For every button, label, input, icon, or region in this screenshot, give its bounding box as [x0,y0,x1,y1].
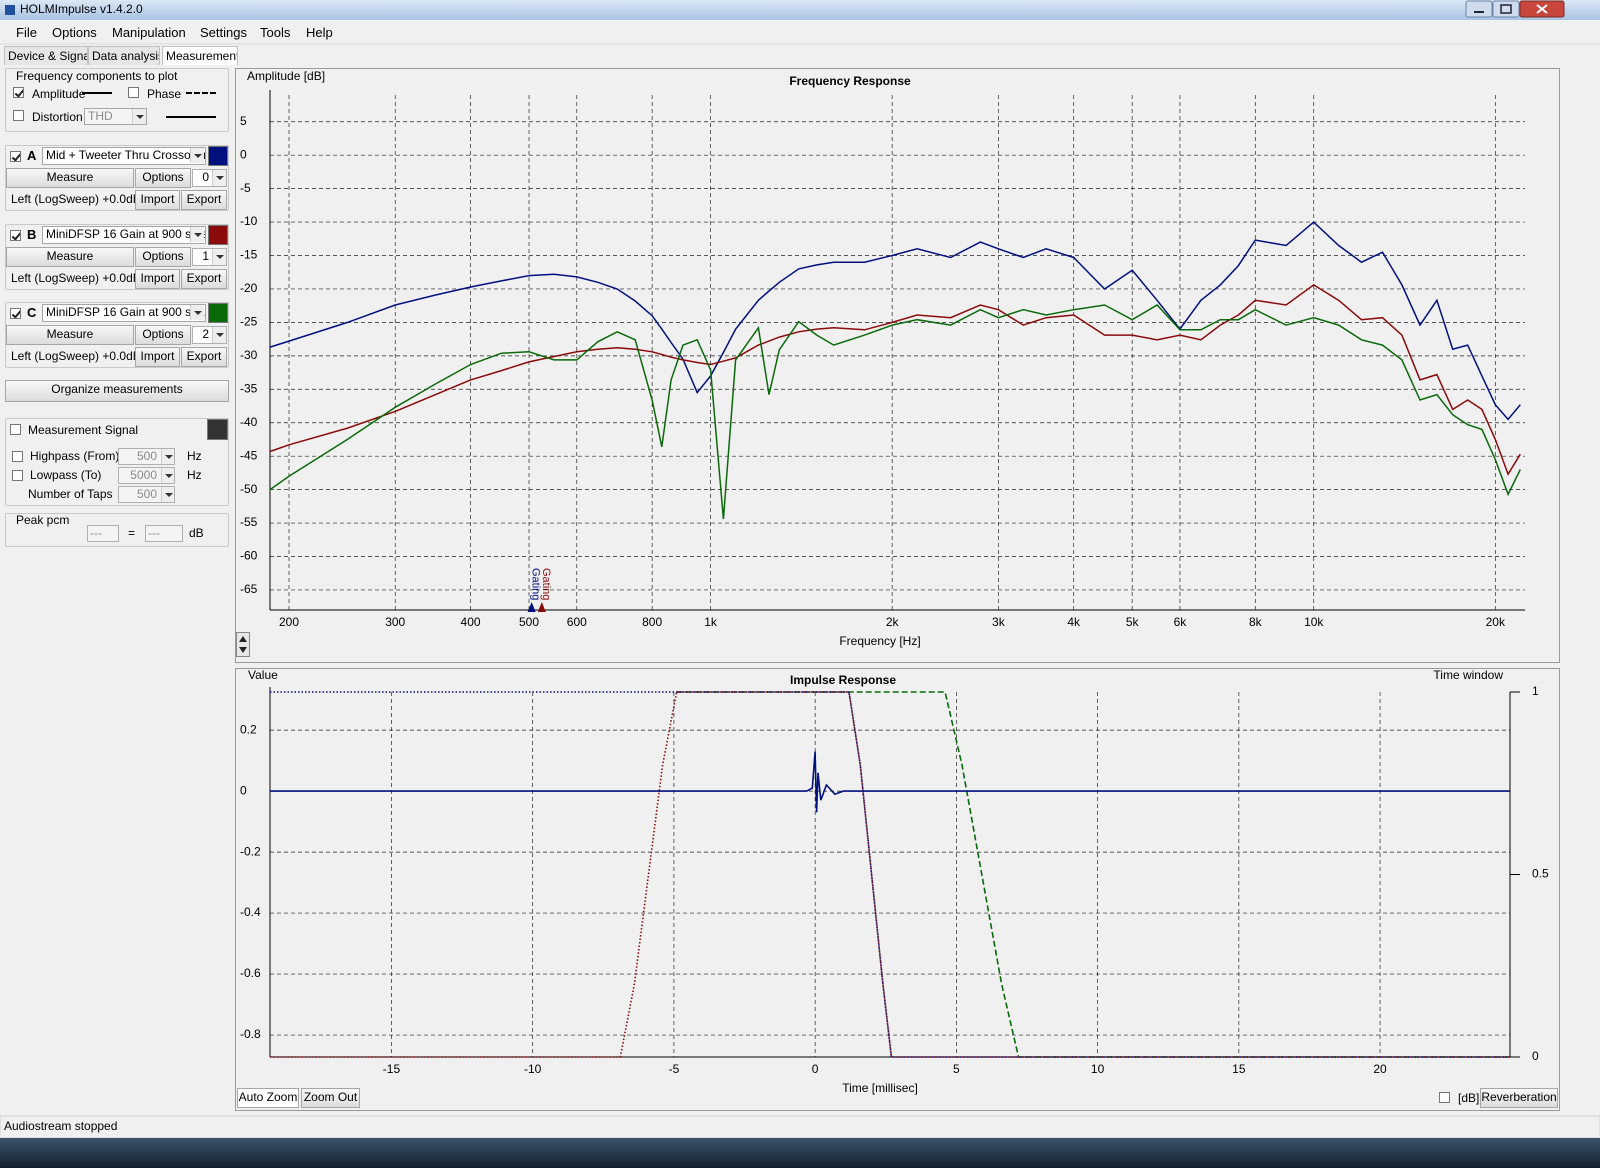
taskbar [0,1138,1600,1168]
y-tick-label: -40 [240,415,258,429]
x-tick-label: 400 [461,615,481,629]
y-tick-label: -45 [240,448,258,462]
x-axis-label: Time [millisec] [842,1081,918,1095]
y-tick-label: -0.8 [240,1027,261,1041]
chart-title: Frequency Response [789,74,911,88]
x-tick-label: 2k [886,615,900,629]
x-tick-label: -10 [524,1062,542,1076]
charts: Amplitude [dB] Frequency Response Freque… [240,69,1549,1095]
x-tick-label: 8k [1249,615,1263,629]
y-tick-label: -60 [240,549,258,563]
x-tick-label: 5k [1126,615,1140,629]
x-tick-label: 3k [992,615,1006,629]
status-text: Audiostream stopped [4,1119,117,1133]
y2-axis-label: Time window [1433,668,1503,682]
x-tick-label: 6k [1174,615,1188,629]
y2-tick-label: 0.5 [1532,867,1549,881]
y-tick-label: -50 [240,482,258,496]
gating-label: Gating [530,568,542,600]
y-tick-label: -0.2 [240,844,261,858]
x-tick-label: 10 [1091,1062,1105,1076]
y-tick-label: -5 [240,181,251,195]
y-tick-label: 5 [240,114,247,128]
impulse-chart-frame [235,668,1560,1111]
y-tick-label: -65 [240,582,258,596]
window-title: HOLMImpulse v1.4.2.0 [20,2,143,16]
scroll-button[interactable] [236,632,250,657]
gating-marker [527,602,536,612]
series-line [269,304,1521,520]
x-tick-label: 600 [567,615,587,629]
status-bar [0,1115,1600,1139]
y-tick-label: -55 [240,515,258,529]
x-tick-label: 200 [279,615,299,629]
y-tick-label: -25 [240,315,258,329]
series-line [269,221,1521,421]
x-tick-label: 15 [1232,1062,1246,1076]
y-axis-label: Value [248,668,278,682]
maximize-icon [1500,4,1512,14]
chart-title: Impulse Response [790,673,896,687]
y-tick-label: -35 [240,381,258,395]
x-tick-label: 10k [1304,615,1324,629]
title-bar [0,0,1600,20]
x-tick-label: 500 [519,615,539,629]
x-tick-label: 4k [1067,615,1081,629]
y-tick-label: -15 [240,248,258,262]
x-tick-label: 800 [642,615,662,629]
x-tick-label: 20k [1486,615,1506,629]
y-tick-label: -0.6 [240,966,261,980]
series-line [270,751,1510,813]
y-tick-label: -30 [240,348,258,362]
x-tick-label: 1k [704,615,718,629]
y-axis-label: Amplitude [dB] [247,69,325,83]
y-tick-label: 0 [240,147,247,161]
maximize-button[interactable] [1492,0,1520,18]
scroll-arrows [239,636,247,653]
y-tick-label: 0.2 [240,722,257,736]
frequency-chart-frame [235,68,1560,663]
x-tick-label: 300 [385,615,405,629]
gating-label: Gating [540,568,552,600]
y-tick-label: 0 [240,783,247,797]
close-icon [1536,4,1548,14]
y-tick-label: -20 [240,281,258,295]
minimize-button[interactable] [1465,0,1493,18]
x-tick-label: 0 [812,1062,819,1076]
x-tick-label: -15 [383,1062,401,1076]
series-line [270,691,1510,1058]
y2-tick-label: 1 [1532,684,1539,698]
x-tick-label: 20 [1373,1062,1387,1076]
x-axis-label: Frequency [Hz] [839,634,920,648]
y-tick-label: -10 [240,214,258,228]
y-tick-label: -0.4 [240,905,261,919]
gating-marker [537,602,546,612]
app-icon [5,5,15,15]
y2-tick-label: 0 [1532,1049,1539,1063]
x-tick-label: -5 [669,1062,680,1076]
x-tick-label: 5 [953,1062,960,1076]
series-line [270,691,1510,1058]
